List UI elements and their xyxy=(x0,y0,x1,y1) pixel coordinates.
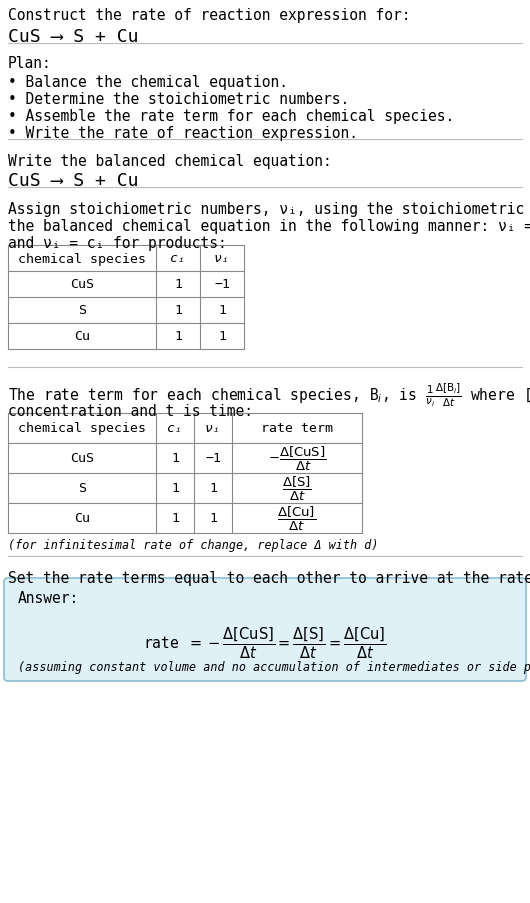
Text: (for infinitesimal rate of change, replace Δ with d): (for infinitesimal rate of change, repla… xyxy=(8,538,378,552)
Text: Assign stoichiometric numbers, νᵢ, using the stoichiometric coefficients, cᵢ, fr: Assign stoichiometric numbers, νᵢ, using… xyxy=(8,201,530,217)
Text: Set the rate terms equal to each other to arrive at the rate expression:: Set the rate terms equal to each other t… xyxy=(8,571,530,585)
Text: the balanced chemical equation in the following manner: νᵢ = −cᵢ for reactants: the balanced chemical equation in the fo… xyxy=(8,219,530,234)
Text: $\dfrac{\Delta[\mathrm{S}]}{\Delta t}$: $\dfrac{\Delta[\mathrm{S}]}{\Delta t}$ xyxy=(282,474,312,502)
Text: 1: 1 xyxy=(171,512,179,525)
Text: Construct the rate of reaction expression for:: Construct the rate of reaction expressio… xyxy=(8,8,411,23)
Text: CuS: CuS xyxy=(70,278,94,291)
Text: S: S xyxy=(78,304,86,317)
Text: CuS ⟶ S + Cu: CuS ⟶ S + Cu xyxy=(8,28,138,46)
Text: rate term: rate term xyxy=(261,422,333,435)
Text: −1: −1 xyxy=(214,278,230,291)
FancyBboxPatch shape xyxy=(4,578,526,681)
Text: • Balance the chemical equation.: • Balance the chemical equation. xyxy=(8,75,288,90)
Text: 1: 1 xyxy=(174,278,182,291)
Text: Cu: Cu xyxy=(74,512,90,525)
Text: concentration and t is time:: concentration and t is time: xyxy=(8,404,253,418)
Text: −1: −1 xyxy=(205,452,221,465)
Text: 1: 1 xyxy=(218,304,226,317)
Text: Answer:: Answer: xyxy=(18,591,80,605)
Text: Plan:: Plan: xyxy=(8,56,52,71)
Text: CuS: CuS xyxy=(70,452,94,465)
Text: Cu: Cu xyxy=(74,330,90,343)
Text: • Determine the stoichiometric numbers.: • Determine the stoichiometric numbers. xyxy=(8,92,349,107)
Text: S: S xyxy=(78,482,86,495)
Text: 1: 1 xyxy=(171,452,179,465)
Text: The rate term for each chemical species, B$_i$, is $\frac{1}{\nu_i}$$\frac{\Delt: The rate term for each chemical species,… xyxy=(8,382,530,409)
Text: 1: 1 xyxy=(218,330,226,343)
Text: νᵢ: νᵢ xyxy=(205,422,221,435)
Text: $-\dfrac{\Delta[\mathrm{CuS}]}{\Delta t}$: $-\dfrac{\Delta[\mathrm{CuS}]}{\Delta t}… xyxy=(268,444,326,472)
Text: chemical species: chemical species xyxy=(18,422,146,435)
Text: 1: 1 xyxy=(174,304,182,317)
Text: cᵢ: cᵢ xyxy=(167,422,183,435)
Text: (assuming constant volume and no accumulation of intermediates or side products): (assuming constant volume and no accumul… xyxy=(18,660,530,674)
Text: 1: 1 xyxy=(209,512,217,525)
Text: rate $= -\dfrac{\Delta[\mathrm{CuS}]}{\Delta t} = \dfrac{\Delta[\mathrm{S}]}{\De: rate $= -\dfrac{\Delta[\mathrm{CuS}]}{\D… xyxy=(144,624,386,660)
Text: 1: 1 xyxy=(209,482,217,495)
Text: CuS ⟶ S + Cu: CuS ⟶ S + Cu xyxy=(8,172,138,190)
Text: and νᵢ = cᵢ for products:: and νᵢ = cᵢ for products: xyxy=(8,236,227,251)
Text: 1: 1 xyxy=(174,330,182,343)
Text: • Assemble the rate term for each chemical species.: • Assemble the rate term for each chemic… xyxy=(8,109,454,124)
Text: $\dfrac{\Delta[\mathrm{Cu}]}{\Delta t}$: $\dfrac{\Delta[\mathrm{Cu}]}{\Delta t}$ xyxy=(278,505,316,533)
Text: 1: 1 xyxy=(171,482,179,495)
Text: Write the balanced chemical equation:: Write the balanced chemical equation: xyxy=(8,154,332,169)
Text: cᵢ: cᵢ xyxy=(170,252,186,265)
Text: νᵢ: νᵢ xyxy=(214,252,230,265)
Text: • Write the rate of reaction expression.: • Write the rate of reaction expression. xyxy=(8,126,358,141)
Text: chemical species: chemical species xyxy=(18,252,146,265)
